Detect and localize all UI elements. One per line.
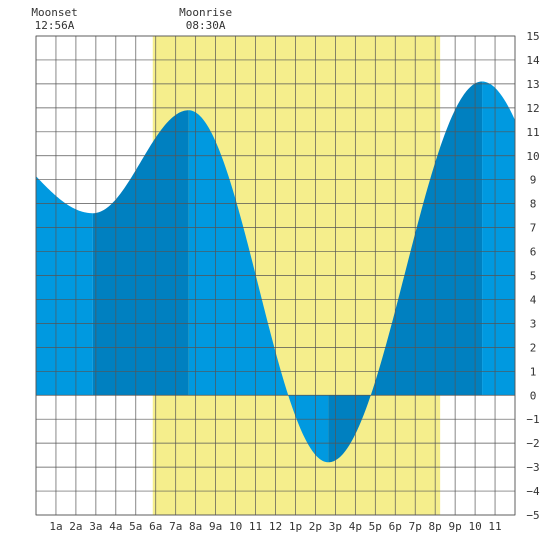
tide-area-falling [482,81,515,396]
y-tick-label: 7 [530,222,537,235]
x-tick-label: 6a [149,520,162,533]
tide-area-falling [188,110,329,463]
y-tick-label: −4 [526,485,540,498]
moon-event-time: 12:56A [35,19,75,32]
x-tick-label: 8p [429,520,442,533]
plot-border [35,35,516,516]
x-tick-label: 4p [349,520,362,533]
x-tick-label: 6p [389,520,402,533]
x-tick-label: 8a [189,520,202,533]
x-tick-label: 9a [209,520,222,533]
x-tick-label: 9p [449,520,462,533]
x-tick-label: 5p [369,520,382,533]
x-tick-label: 10 [229,520,242,533]
x-tick-label: 3p [329,520,342,533]
y-tick-label: −2 [526,437,539,450]
moon-event-time: 08:30A [186,19,226,32]
x-tick-label: 12 [269,520,282,533]
x-tick-label: 2a [69,520,82,533]
x-tick-label: 10 [468,520,481,533]
x-tick-label: 5a [129,520,142,533]
y-tick-label: 9 [530,174,537,187]
x-tick-label: 2p [309,520,322,533]
y-tick-label: −5 [526,509,539,522]
x-tick-label: 4a [109,520,122,533]
x-tick-label: 7p [409,520,422,533]
tide-area-rising [328,81,483,463]
x-tick-label: 1a [49,520,62,533]
y-tick-label: 10 [526,150,539,163]
y-tick-label: 8 [530,198,537,211]
tide-area-rising [92,110,189,396]
x-tick-label: 1p [289,520,302,533]
y-tick-label: 11 [526,126,539,139]
y-tick-label: 12 [526,102,539,115]
y-tick-label: 14 [526,54,540,67]
x-tick-label: 3a [89,520,102,533]
x-tick-label: 7a [169,520,182,533]
y-tick-label: 6 [530,246,537,259]
y-tick-label: 3 [530,317,537,330]
y-tick-label: 13 [526,78,539,91]
y-tick-label: 2 [530,341,537,354]
y-tick-label: 0 [530,389,537,402]
y-tick-label: 4 [530,293,537,306]
y-tick-label: 1 [530,365,537,378]
moon-event-label: Moonrise [179,6,232,19]
x-tick-label: 11 [488,520,501,533]
y-tick-label: −3 [526,461,539,474]
moon-event-label: Moonset [31,6,77,19]
tide-area-falling [36,176,93,396]
y-tick-label: 5 [530,270,537,283]
y-tick-label: −1 [526,413,539,426]
x-tick-label: 11 [249,520,262,533]
y-tick-label: 15 [526,30,539,43]
